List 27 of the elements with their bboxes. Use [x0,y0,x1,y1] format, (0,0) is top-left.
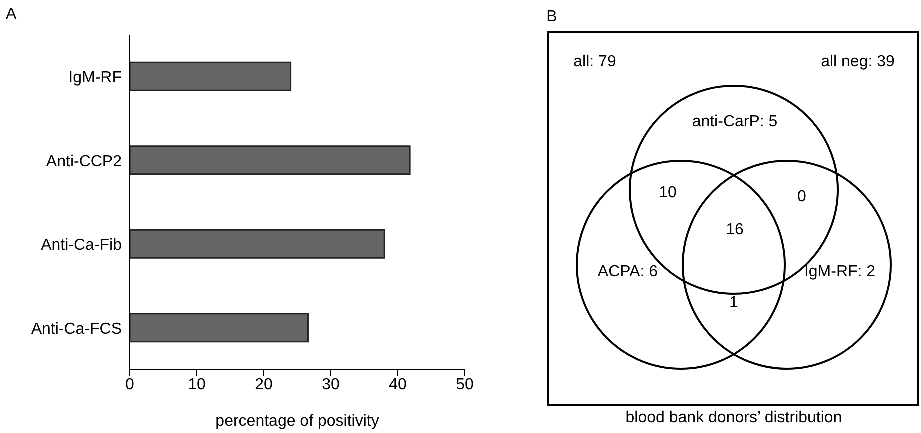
text: blood bank donors’ distribution [626,410,842,426]
bar [130,62,292,92]
x-axis-title: percentage of positivity [216,413,380,430]
x-tick-label: 20 [255,376,273,394]
chart-title: A [6,6,17,24]
bar [130,313,309,343]
x-tick-label: 50 [456,376,474,394]
text: 0 [798,188,807,206]
text: 10 [659,184,677,202]
x-tick-label: 10 [188,376,206,394]
text: all: 79 [574,54,616,70]
y-tick-label: Anti-Ca-Fib [41,237,122,254]
text: ACPA: 6 [598,264,658,280]
y-tick-label: Anti-CCP2 [46,153,122,170]
bar [130,146,411,176]
text: anti-CarP: 5 [692,114,778,130]
x-tick-label: 30 [322,376,340,394]
y-tick-label: Anti-Ca-FCS [31,320,122,338]
text: 1 [730,294,739,312]
y-tick-label: IgM-RF [68,70,122,87]
text: 16 [726,222,744,238]
text: IgM-RF: 2 [804,264,876,280]
x-tick-label: 40 [389,376,407,394]
x-tick-label: 0 [126,376,135,394]
text: all neg: 39 [821,54,896,70]
text: B [546,8,558,26]
bar [130,229,386,259]
